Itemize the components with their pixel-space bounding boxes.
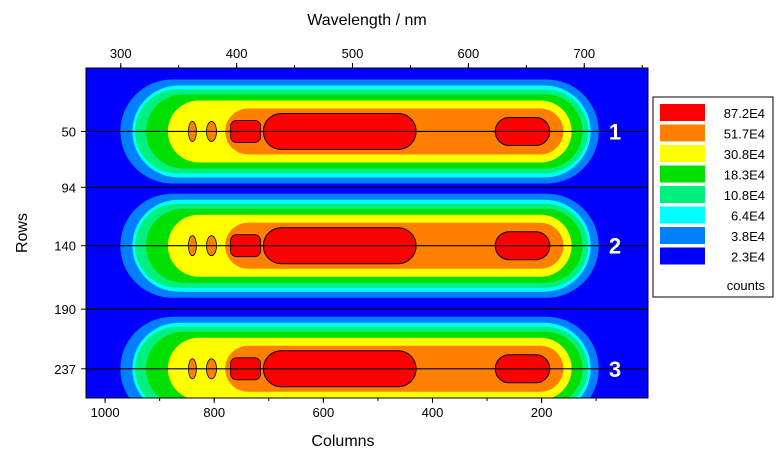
legend-label-2.3E4: 2.3E4 xyxy=(731,250,765,265)
left-axis: 50 94 140 190 237 xyxy=(54,124,86,377)
legend-label-10.8E4: 10.8E4 xyxy=(724,188,765,203)
bottom-tick-label-1000: 1000 xyxy=(91,405,120,420)
legend-label-51.7E4: 51.7E4 xyxy=(724,127,765,142)
legend-label-6.4E4: 6.4E4 xyxy=(731,209,765,224)
fiber-label-1: 1 xyxy=(609,119,621,144)
plot-area: 1 2 3 xyxy=(86,68,648,398)
top-tick-label-400: 400 xyxy=(226,46,248,61)
top-axis-title: Wavelength / nm xyxy=(307,12,426,29)
legend: 87.2E4 51.7E4 30.8E4 18.3E4 10.8E4 6.4E4 3.8E4… xyxy=(652,96,774,298)
fiber-label-3: 3 xyxy=(609,357,621,382)
fiber-band-3 xyxy=(120,316,599,398)
bottom-tick-label-200: 200 xyxy=(531,405,553,420)
legend-swatch-3.8E4 xyxy=(660,227,705,244)
top-tick-label-500: 500 xyxy=(342,46,364,61)
bottom-axis-title: Columns xyxy=(311,433,374,450)
left-tick-label-237: 237 xyxy=(54,362,76,377)
legend-label-3.8E4: 3.8E4 xyxy=(731,229,765,244)
legend-swatch-51.7E4 xyxy=(660,124,705,142)
left-tick-label-140: 140 xyxy=(54,239,76,254)
fiber-label-2: 2 xyxy=(609,234,621,259)
legend-swatch-30.8E4 xyxy=(660,145,705,162)
left-axis-title: Rows xyxy=(14,213,31,253)
left-tick-label-190: 190 xyxy=(54,302,76,317)
legend-unit: counts xyxy=(727,278,766,293)
legend-swatch-2.3E4 xyxy=(660,247,705,265)
bottom-tick-label-800: 800 xyxy=(203,405,225,420)
fiber-band-2 xyxy=(120,193,599,298)
legend-swatch-10.8E4 xyxy=(660,186,705,203)
left-tick-label-94: 94 xyxy=(62,180,76,195)
plot-frame xyxy=(85,67,649,399)
legend-swatch-18.3E4 xyxy=(660,165,705,183)
bottom-tick-label-400: 400 xyxy=(422,405,444,420)
top-tick-label-700: 700 xyxy=(573,46,595,61)
top-tick-label-300: 300 xyxy=(110,46,132,61)
bottom-tick-label-600: 600 xyxy=(312,405,334,420)
left-tick-label-50: 50 xyxy=(62,124,76,139)
top-axis: 300 400 500 600 700 xyxy=(110,46,643,68)
legend-swatch-6.4E4 xyxy=(660,206,705,224)
legend-label-87.2E4: 87.2E4 xyxy=(724,106,765,121)
bottom-axis: 1000 800 600 400 200 xyxy=(91,398,597,420)
top-tick-label-600: 600 xyxy=(458,46,480,61)
legend-label-30.8E4: 30.8E4 xyxy=(724,147,765,162)
legend-label-18.3E4: 18.3E4 xyxy=(724,168,765,183)
legend-swatch-87.2E4 xyxy=(660,104,705,121)
